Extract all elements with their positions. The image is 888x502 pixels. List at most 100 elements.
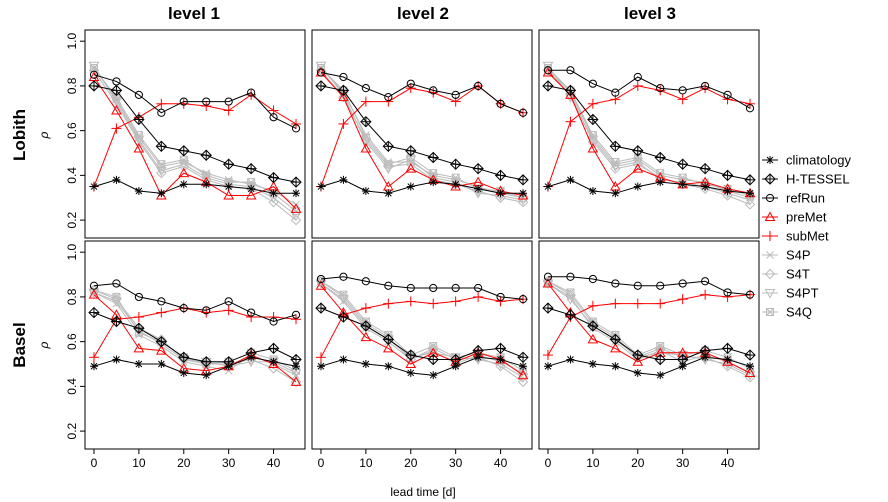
data-point-submet [156,98,167,109]
series-s4t [315,276,529,388]
x-tick-label: 20 [404,456,418,470]
data-point-submet [291,118,302,129]
series-line-s4pt [93,65,297,216]
series-line-h-tessel [320,85,524,181]
data-point-climatology [429,371,438,380]
panels: 0.20.40.60.81.00.20.40.60.81.00 10 20 30 40 0… [65,29,760,470]
series-h-tessel [542,302,756,366]
data-point-climatology [179,368,188,377]
data-point-climatology [611,189,620,198]
data-point-s4q [202,171,211,180]
series-line-s4t [93,289,297,383]
series-line-s4pt [320,65,524,201]
data-point-submet [291,314,302,325]
col-title-level-3: level 3 [624,4,676,23]
data-point-h-tessel [360,115,372,128]
y-axis: 0.2 0.4 0.6 0.8 1.0 [65,33,85,228]
y-tick-label: 0.8 [65,77,79,94]
x-tick-label: 0 [318,456,325,470]
series-line-premet [320,72,524,196]
data-point-refrun [745,290,755,299]
data-point-refrun [723,288,732,297]
x-tick-label: 40 [721,456,735,470]
data-point-premet [245,189,257,200]
data-point-climatology [247,184,256,193]
data-point-refrun [566,66,575,75]
data-point-h-tessel [360,320,372,332]
data-point-refrun [384,281,393,290]
series-line-s4pt [547,283,751,376]
data-point-h-tessel [315,80,327,92]
data-point-s4q [611,157,620,166]
data-point-submet [495,296,506,307]
y-tick-label: 1.0 [65,33,79,50]
series-climatology [89,175,301,198]
x-tick-label: 30 [222,456,236,470]
legend-entry-climatology: climatology [762,153,852,168]
data-point-climatology [112,175,121,184]
data-point-refrun [291,310,301,319]
data-point-climatology [316,362,325,371]
data-point-climatology [519,189,528,198]
data-point-climatology [361,187,370,196]
legend-entry-submet: subMet [762,229,829,244]
legend-label: preMet [786,210,827,225]
x-tick-label: 20 [177,456,191,470]
data-point-refrun [451,90,460,99]
data-point-submet [542,350,553,361]
data-point-climatology [406,368,415,377]
series-line-h-tessel [547,85,751,181]
data-point-h-tessel [133,322,145,334]
data-point-refrun [518,108,528,117]
data-point-refrun [611,88,620,97]
data-point-climatology [384,362,393,371]
series-s4t [88,284,302,388]
data-point-climatology [451,180,460,189]
data-point-h-tessel [721,169,734,182]
y-tick-label: 0.4 [65,167,79,184]
data-point-h-tessel [405,145,417,157]
series-line-submet [547,85,751,187]
data-point-climatology [496,189,505,198]
data-point-climatology [429,178,438,187]
data-point-climatology [543,362,552,371]
y-axis-label-top: ρ [37,131,51,139]
data-point-h-tessel [315,302,327,314]
data-point-s4q [588,131,597,140]
data-point-h-tessel [155,335,168,348]
series-h-tessel [88,306,302,368]
data-point-h-tessel [222,356,235,368]
data-point-premet [382,342,394,353]
data-point-submet [745,98,756,109]
data-point-h-tessel [699,344,711,357]
data-point-refrun [588,274,597,284]
data-point-s4t [133,136,145,148]
data-point-climatology [157,360,166,369]
data-point-h-tessel [245,347,257,359]
legend-entry-h-tessel: H-TESSEL [762,172,850,187]
x-tick-label: 40 [267,456,281,470]
series-line-refrun [93,74,297,129]
data-point-h-tessel [449,353,462,366]
data-point-premet [632,356,644,366]
series-line-s4q [320,280,524,372]
data-point-h-tessel [721,342,734,355]
data-point-h-tessel [609,333,622,346]
data-point-climatology [566,355,575,364]
legend-marker-premet [764,211,776,221]
data-point-h-tessel [609,140,622,153]
data-point-s4q [429,169,438,178]
data-point-refrun [247,88,256,97]
data-point-climatology [134,360,143,369]
data-point-h-tessel [88,80,100,92]
data-point-submet [383,96,394,107]
data-point-climatology [339,355,348,364]
series-line-s4q [93,67,297,212]
data-point-climatology [224,182,233,191]
data-point-climatology [202,371,211,380]
data-point-refrun [518,295,528,304]
series-line-climatology [93,179,296,194]
data-point-h-tessel [494,169,507,182]
data-point-premet [360,331,372,342]
data-point-premet [360,143,372,153]
